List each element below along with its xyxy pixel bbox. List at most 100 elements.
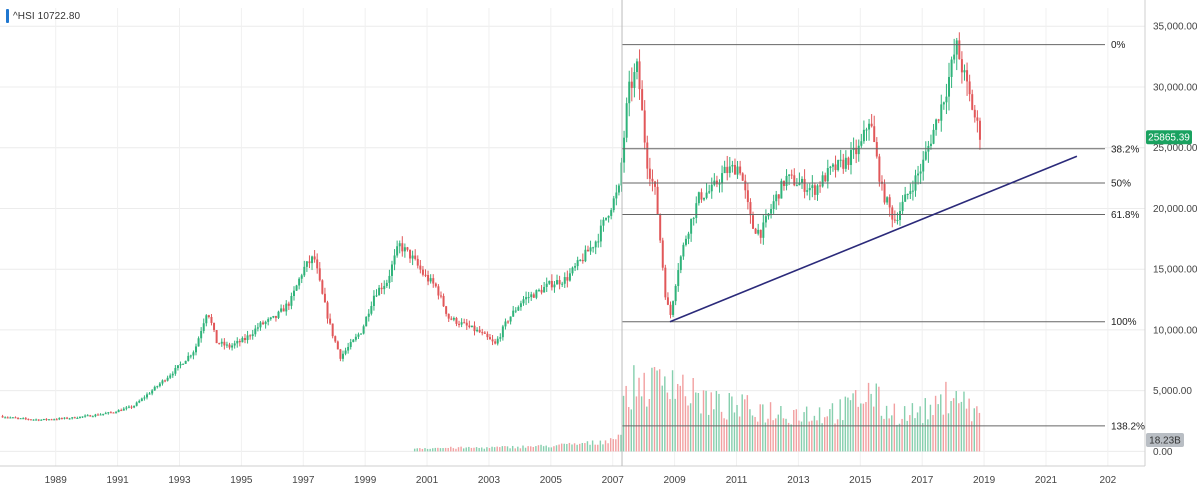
candle-body	[218, 343, 221, 345]
candle	[638, 49, 641, 100]
current-price-label: 25865.39	[1148, 133, 1190, 144]
candle	[125, 406, 128, 411]
price-candles	[1, 32, 981, 422]
candle	[437, 284, 440, 300]
candle	[491, 335, 494, 346]
volume-bar	[517, 446, 519, 452]
candle-body	[692, 217, 695, 219]
volume-bar	[550, 447, 553, 452]
candle-body	[473, 325, 476, 332]
candle	[857, 139, 860, 162]
candle-body	[135, 402, 138, 406]
candle	[625, 97, 628, 143]
volume-bar	[919, 406, 921, 452]
volume-bar	[718, 393, 720, 452]
x-tick-label: 2021	[1035, 475, 1058, 486]
candle	[246, 330, 249, 344]
candle-body	[522, 299, 525, 304]
volume-bar	[602, 444, 604, 452]
candle-body	[213, 322, 216, 331]
candle	[424, 269, 427, 278]
x-tick-label: 1989	[45, 475, 68, 486]
candle	[401, 236, 404, 257]
volume-bar	[955, 391, 957, 452]
candle	[831, 162, 834, 172]
candle	[378, 284, 381, 296]
candle	[656, 179, 659, 215]
ticker-badge[interactable]: ^HSI 10722.80	[6, 9, 80, 23]
candle	[396, 240, 399, 258]
candle-body	[27, 418, 30, 420]
candle	[166, 375, 169, 382]
candle-body	[63, 417, 66, 419]
volume-bar	[700, 413, 702, 452]
candle	[360, 333, 363, 335]
y-tick-label: 0.00	[1153, 447, 1173, 458]
candle-body	[942, 102, 945, 105]
candle	[339, 348, 342, 362]
candle-body	[14, 417, 17, 419]
volume-bar	[942, 414, 945, 452]
candle-body	[96, 414, 99, 416]
candle	[135, 401, 138, 407]
candle-body	[267, 319, 270, 322]
candle-body	[414, 255, 417, 259]
candle-body	[354, 336, 357, 340]
candle-body	[519, 303, 522, 308]
volume-bar	[927, 419, 929, 452]
x-tick-label: 2011	[726, 475, 748, 486]
candle	[117, 409, 120, 413]
volume-bars	[413, 365, 981, 452]
volume-bar	[756, 421, 759, 452]
volume-bar	[599, 440, 602, 452]
candle-body	[396, 246, 399, 256]
volume-bar	[658, 369, 661, 452]
candle	[793, 168, 796, 187]
fib-level-label: 38.2%	[1111, 144, 1139, 155]
candle	[517, 305, 520, 311]
volume-bar	[767, 418, 769, 452]
candle	[806, 183, 809, 196]
candle-body	[318, 268, 321, 281]
candle	[55, 418, 58, 421]
candle-body	[401, 243, 404, 252]
candle-body	[574, 266, 577, 268]
candle-body	[140, 398, 143, 401]
volume-bar	[499, 447, 501, 452]
candle	[213, 322, 216, 333]
candle-body	[280, 308, 283, 312]
volume-bar	[875, 383, 877, 452]
candle	[393, 249, 396, 271]
volume-bar	[576, 444, 578, 452]
volume-bar	[679, 385, 682, 452]
volume-bar	[891, 415, 893, 452]
volume-bar	[473, 447, 475, 452]
candle	[316, 253, 319, 274]
candle	[684, 235, 687, 247]
candle-body	[973, 109, 976, 118]
candle-body	[971, 94, 974, 110]
candle-body	[184, 360, 187, 364]
candle-body	[677, 270, 680, 287]
candle-body	[929, 143, 932, 146]
candle	[187, 352, 190, 362]
volume-bar	[723, 418, 725, 452]
volume-bar	[896, 424, 898, 452]
candle	[803, 169, 806, 199]
candle-body	[305, 261, 308, 267]
volume-bar	[633, 365, 635, 452]
candle	[749, 198, 752, 224]
volume-bar	[452, 448, 455, 452]
candle	[770, 203, 773, 219]
candle	[143, 395, 146, 401]
candle	[837, 159, 840, 172]
candle	[205, 314, 208, 327]
volume-bar	[622, 395, 625, 452]
candle-body	[427, 275, 430, 282]
candle-body	[437, 286, 440, 296]
candle-body	[421, 269, 424, 275]
volume-bar	[475, 447, 478, 452]
candle-body	[156, 386, 159, 388]
